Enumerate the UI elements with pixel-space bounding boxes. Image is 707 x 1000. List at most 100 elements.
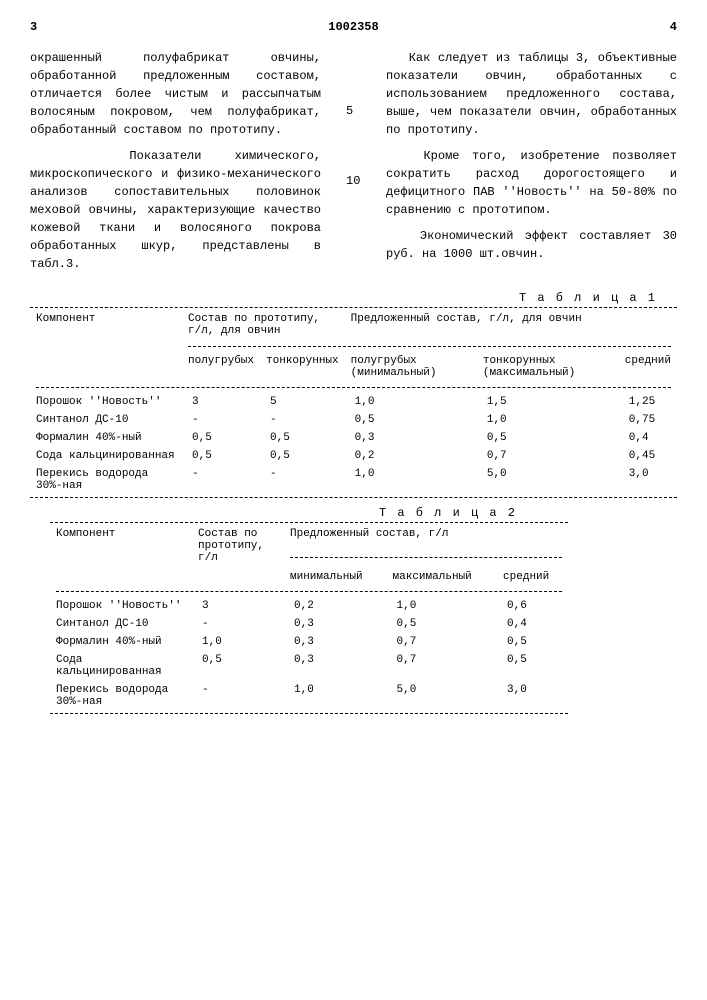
divider [188, 346, 671, 347]
cell: 1,0 [284, 681, 387, 711]
cell-name: Формалин 40%-ный [30, 429, 182, 447]
cell-name: Синтанол ДС-10 [30, 411, 182, 429]
cell: 0,4 [619, 429, 677, 447]
t1-sub-prop1: полугрубых (минимальный) [345, 352, 477, 382]
t1-head-proposed: Предложенный состав, г/л, для овчин [345, 310, 677, 341]
table-row: Синтанол ДС-10 - - 0,5 1,0 0,75 [30, 411, 677, 429]
cell: - [182, 465, 260, 495]
divider [50, 713, 568, 714]
cell: 0,5 [182, 429, 260, 447]
cell: 0,5 [260, 429, 345, 447]
cell: 0,3 [284, 615, 387, 633]
table-row: Сода кальцинированная 0,5 0,5 0,2 0,7 0,… [30, 447, 677, 465]
margin-5: 5 [346, 104, 353, 118]
right-para-3: Экономический эффект составляет 30 руб. … [386, 227, 677, 263]
divider [50, 522, 568, 523]
table-row: Перекись водорода 30%-ная - 1,0 5,0 3,0 [50, 681, 568, 711]
cell-name: Порошок ''Новость'' [30, 393, 182, 411]
cell: 1,5 [477, 393, 619, 411]
cell-name: Перекись водорода 30%-ная [50, 681, 192, 711]
cell: 1,0 [387, 597, 498, 615]
cell: 3,0 [497, 681, 568, 711]
right-para-1-text: Как следует из таблицы 3, объективные по… [386, 51, 677, 137]
cell: 0,5 [182, 447, 260, 465]
t2-sub3: средний [497, 568, 568, 586]
t1-sub-proto1: полугрубых [182, 352, 260, 382]
cell: 0,5 [497, 633, 568, 651]
cell-name: Сода кальцинированная [50, 651, 192, 681]
cell: 0,3 [284, 651, 387, 681]
table-1-label: Т а б л и ц а 1 [30, 291, 657, 305]
divider [36, 387, 671, 388]
text-columns: окрашенный полуфабрикат овчины, обработа… [30, 49, 677, 281]
left-column: окрашенный полуфабрикат овчины, обработа… [30, 49, 321, 281]
table-row: Синтанол ДС-10 - 0,3 0,5 0,4 [50, 615, 568, 633]
cell: 0,3 [345, 429, 477, 447]
table-row: Порошок ''Новость'' 3 0,2 1,0 0,6 [50, 597, 568, 615]
cell: - [182, 411, 260, 429]
cell: 0,75 [619, 411, 677, 429]
cell: 1,0 [192, 633, 284, 651]
cell: 0,5 [387, 615, 498, 633]
cell-name: Перекись водорода 30%-ная [30, 465, 182, 495]
cell: 0,7 [387, 651, 498, 681]
table-2-label: Т а б л и ц а 2 [30, 506, 517, 520]
t2-head-proto: Состав по прототипу, г/л [192, 525, 284, 568]
cell: 1,25 [619, 393, 677, 411]
t1-head-proto: Состав по прототипу, г/л, для овчин [182, 310, 345, 341]
cell: 5 [260, 393, 345, 411]
cell: - [192, 681, 284, 711]
divider [30, 497, 677, 498]
t1-sub-prop3: средний [619, 352, 677, 382]
cell: 0,3 [284, 633, 387, 651]
table-row: Перекись водорода 30%-ная - - 1,0 5,0 3,… [30, 465, 677, 495]
cell: - [260, 465, 345, 495]
t1-head-component: Компонент [30, 310, 182, 352]
cell: - [192, 615, 284, 633]
table-row: Формалин 40%-ный 0,5 0,5 0,3 0,5 0,4 [30, 429, 677, 447]
cell: 0,2 [284, 597, 387, 615]
cell: - [260, 411, 345, 429]
margin-markers: 5 10 [346, 49, 361, 281]
cell: 3 [182, 393, 260, 411]
divider [56, 591, 562, 592]
t2-head-component: Компонент [50, 525, 192, 568]
cell-name: Синтанол ДС-10 [50, 615, 192, 633]
page-num-left: 3 [30, 20, 37, 34]
cell: 0,4 [497, 615, 568, 633]
cell: 0,7 [477, 447, 619, 465]
t2-head-proposed: Предложенный состав, г/л [284, 525, 568, 551]
t1-sub-proto2: тонкорунных [260, 352, 345, 382]
divider [290, 557, 562, 558]
divider [30, 307, 677, 308]
right-para-2: Кроме того, изобретение позволяет сократ… [386, 147, 677, 219]
cell: 1,0 [477, 411, 619, 429]
cell-name: Формалин 40%-ный [50, 633, 192, 651]
cell: 0,5 [497, 651, 568, 681]
table-2: Компонент Состав по прототипу, г/л Предл… [50, 525, 568, 711]
cell: 0,7 [387, 633, 498, 651]
cell: 3 [192, 597, 284, 615]
right-para-1: Как следует из таблицы 3, объективные по… [386, 49, 677, 139]
cell: 1,0 [345, 465, 477, 495]
cell: 0,5 [260, 447, 345, 465]
left-para-2-text: Показатели химического, микроскопическог… [30, 149, 321, 271]
cell: 0,2 [345, 447, 477, 465]
cell: 0,5 [192, 651, 284, 681]
table-row: Сода кальцинированная 0,5 0,3 0,7 0,5 [50, 651, 568, 681]
t2-sub1: минимальный [284, 568, 387, 586]
doc-number: 1002358 [328, 20, 378, 34]
cell: 1,0 [345, 393, 477, 411]
right-para-3-text: Экономический эффект составляет 30 руб. … [386, 229, 677, 261]
page-num-right: 4 [670, 20, 677, 34]
table-row: Порошок ''Новость'' 3 5 1,0 1,5 1,25 [30, 393, 677, 411]
margin-10: 10 [346, 174, 360, 188]
t2-sub2: максимальный [387, 568, 498, 586]
cell: 0,5 [345, 411, 477, 429]
cell: 5,0 [387, 681, 498, 711]
cell: 0,45 [619, 447, 677, 465]
page-header: 3 1002358 4 [30, 20, 677, 34]
table-1: Компонент Состав по прототипу, г/л, для … [30, 310, 677, 495]
right-column: Как следует из таблицы 3, объективные по… [386, 49, 677, 281]
cell: 3,0 [619, 465, 677, 495]
